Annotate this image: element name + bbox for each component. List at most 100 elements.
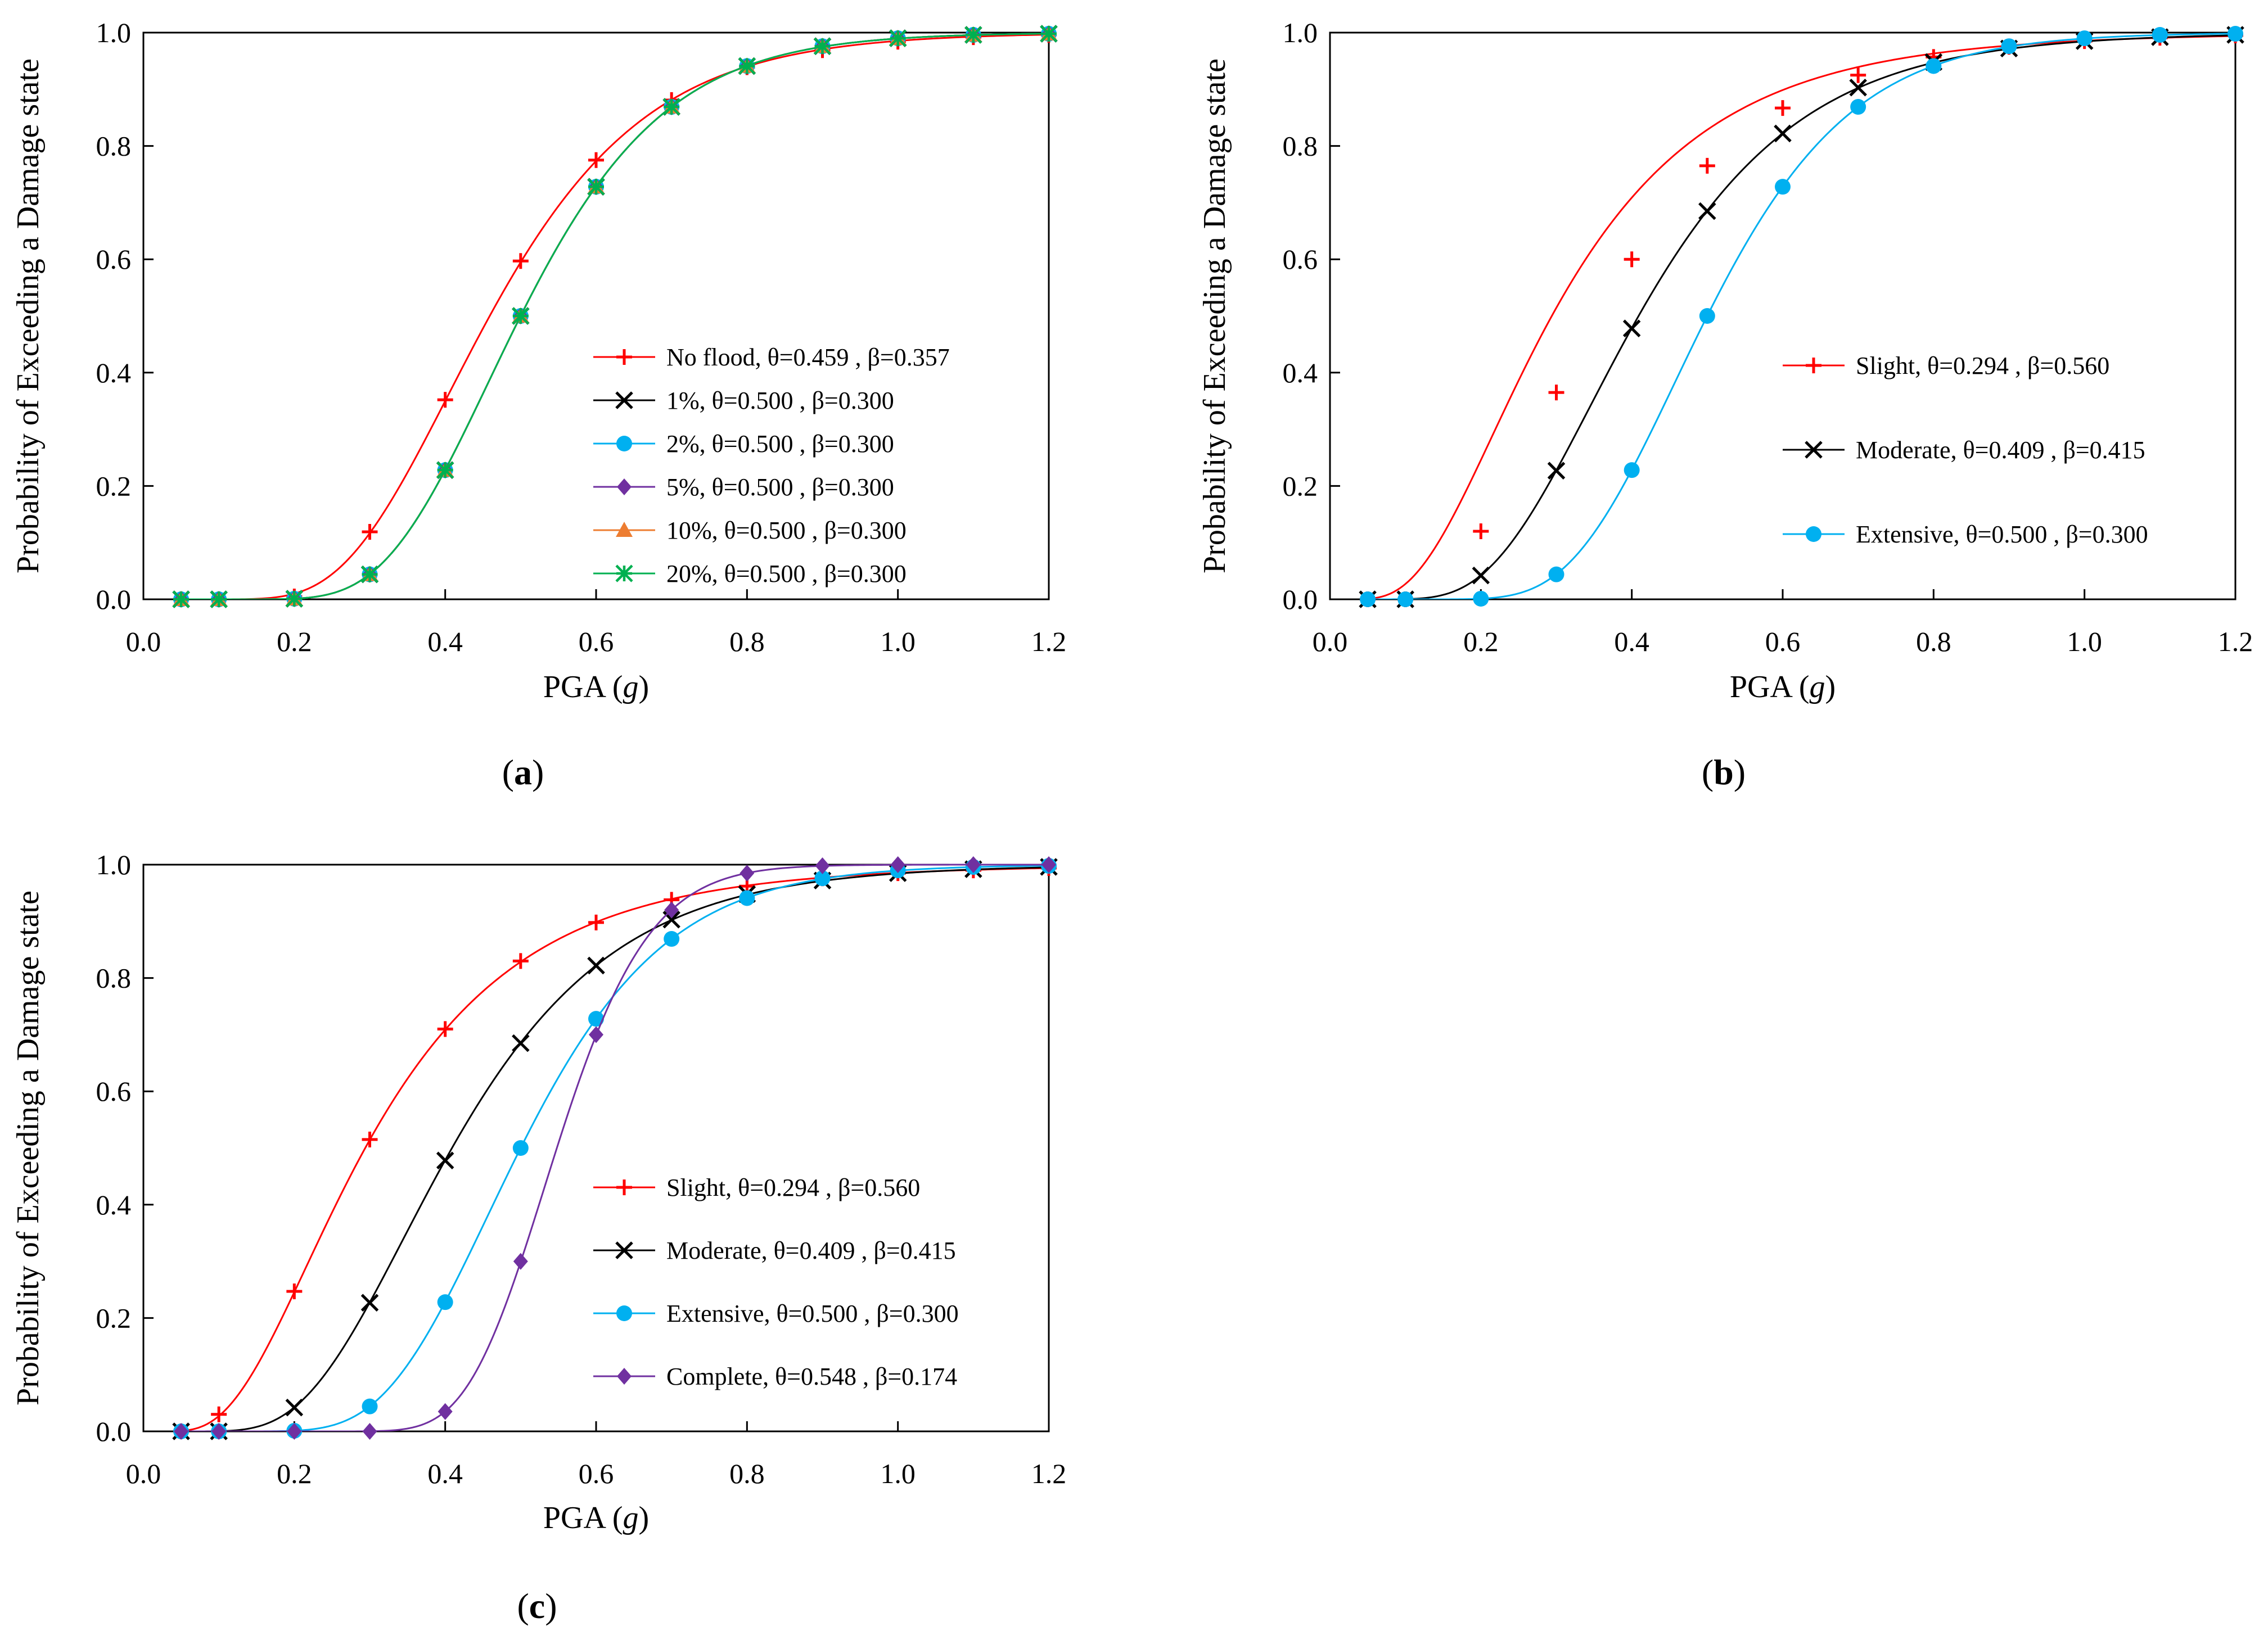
legend-marker (616, 522, 633, 537)
data-point (1548, 385, 1564, 401)
y-tick-label: 0.4 (96, 1189, 132, 1221)
legend-label: No flood, θ=0.459 , β=0.357 (666, 344, 950, 371)
x-tick-label: 1.0 (880, 626, 916, 657)
series-line (181, 33, 1049, 599)
data-point (1849, 79, 1867, 97)
data-point (211, 1423, 227, 1440)
data-point (512, 307, 530, 325)
data-point (1775, 179, 1791, 195)
legend-label: 1%, θ=0.500 , β=0.300 (666, 387, 894, 414)
legend-label: Moderate, θ=0.409 , β=0.415 (666, 1237, 956, 1264)
series-10- (173, 25, 1057, 606)
data-point (285, 1398, 304, 1417)
data-point (1397, 591, 1414, 607)
data-point (664, 931, 680, 947)
y-tick-label: 0.8 (1283, 130, 1318, 162)
plot-area (142, 31, 1050, 600)
legend: Slight, θ=0.294 , β=0.560 Moderate, θ=0.4… (1783, 352, 2148, 548)
y-tick-label: 0.0 (1283, 584, 1318, 615)
data-point (1041, 856, 1056, 873)
data-point (588, 152, 604, 168)
y-tick-label: 0.2 (1283, 470, 1318, 501)
data-point (1699, 308, 1715, 324)
data-point (512, 253, 529, 269)
series-moderate (172, 858, 1058, 1440)
y-tick-label: 0.2 (96, 1302, 132, 1334)
chart-panel-b: 0.0 0.2 0.4 0.6 0.8 1.0 0.0 0.2 0.4 0.6 0.8 1.0 1.2 P… (1197, 17, 2253, 792)
data-point (664, 901, 679, 919)
data-point (1624, 462, 1640, 478)
legend-marker (617, 478, 632, 495)
data-point (286, 1284, 303, 1300)
data-point (1040, 25, 1058, 43)
legend-label: Complete, θ=0.548 , β=0.174 (666, 1363, 957, 1390)
y-tick-label: 0.8 (96, 130, 132, 162)
x-tick-label: 0.8 (729, 626, 765, 657)
data-point (815, 857, 830, 875)
data-point (436, 1151, 454, 1169)
legend-marker (616, 349, 632, 365)
data-point (889, 29, 907, 47)
series-slight (173, 860, 1057, 1439)
data-point (964, 26, 982, 44)
data-point (588, 914, 604, 930)
x-tick-label: 0.0 (126, 1458, 161, 1489)
data-point (1360, 591, 1376, 607)
legend-marker (1806, 526, 1821, 542)
data-point (437, 1294, 453, 1310)
data-point (1473, 523, 1489, 540)
legend-label: 10%, θ=0.500 , β=0.300 (666, 517, 907, 544)
data-point (1547, 462, 1566, 480)
y-tick-label: 0.8 (96, 962, 132, 994)
chart-panel-a: 0.0 0.2 0.4 0.6 0.8 1.0 0.0 0.2 0.4 0.6 0.8 1.0 1.2 P… (11, 17, 1066, 792)
legend-label: Moderate, θ=0.409 , β=0.415 (1856, 436, 2145, 464)
data-point (589, 1026, 603, 1043)
data-point (437, 392, 453, 408)
legend-label: Slight, θ=0.294 , β=0.560 (1856, 352, 2109, 379)
data-point (210, 590, 228, 608)
x-tick-label: 0.6 (579, 626, 614, 657)
data-point (1622, 319, 1641, 337)
legend-marker (1806, 358, 1821, 373)
legend-label: 2%, θ=0.500 , β=0.300 (666, 430, 894, 458)
x-axis-title: PGA (g) (1730, 670, 1836, 704)
legend-label: 20%, θ=0.500 , β=0.300 (666, 560, 907, 587)
data-point (738, 57, 756, 75)
x-axis-title: PGA (g) (543, 1501, 649, 1535)
data-point (1548, 566, 1564, 582)
series-line (181, 33, 1049, 599)
data-point (1926, 58, 1942, 74)
y-axis-title: Probability of Exceeding a Damage state (1197, 58, 1232, 573)
data-point (285, 590, 303, 608)
x-tick-label: 0.2 (277, 626, 312, 657)
data-point (362, 1423, 377, 1440)
data-point (2228, 26, 2243, 42)
data-point (1473, 590, 1489, 607)
data-point (438, 1403, 453, 1420)
chart-panel-c: 0.0 0.2 0.4 0.6 0.8 1.0 0.0 0.2 0.4 0.6 0.8 1.0 1.2 P… (11, 849, 1066, 1626)
legend-label: Slight, θ=0.294 , β=0.560 (666, 1174, 920, 1201)
x-tick-label: 0.4 (427, 1458, 463, 1489)
data-point (437, 1021, 453, 1037)
data-point (1850, 67, 1866, 83)
y-tick-label: 1.0 (96, 849, 132, 880)
data-point (814, 870, 831, 887)
x-tick-label: 0.0 (1313, 626, 1348, 657)
x-tick-label: 0.8 (729, 1458, 765, 1489)
series-line (181, 33, 1049, 599)
data-point (360, 566, 379, 584)
series-line (181, 865, 1049, 1431)
data-point (1699, 157, 1715, 174)
y-tick-label: 0.6 (96, 1075, 132, 1107)
legend-label: 5%, θ=0.500 , β=0.300 (666, 473, 894, 501)
x-tick-label: 0.2 (1463, 626, 1499, 657)
series-line (181, 866, 1049, 1431)
data-point (588, 1011, 604, 1027)
legend-marker (616, 1179, 632, 1195)
x-tick-label: 0.0 (126, 626, 161, 657)
y-axis-title: Probability of Exceeding a Damage state (11, 58, 46, 573)
data-point (360, 1294, 379, 1312)
data-point (2001, 38, 2017, 55)
data-point (1775, 100, 1791, 116)
